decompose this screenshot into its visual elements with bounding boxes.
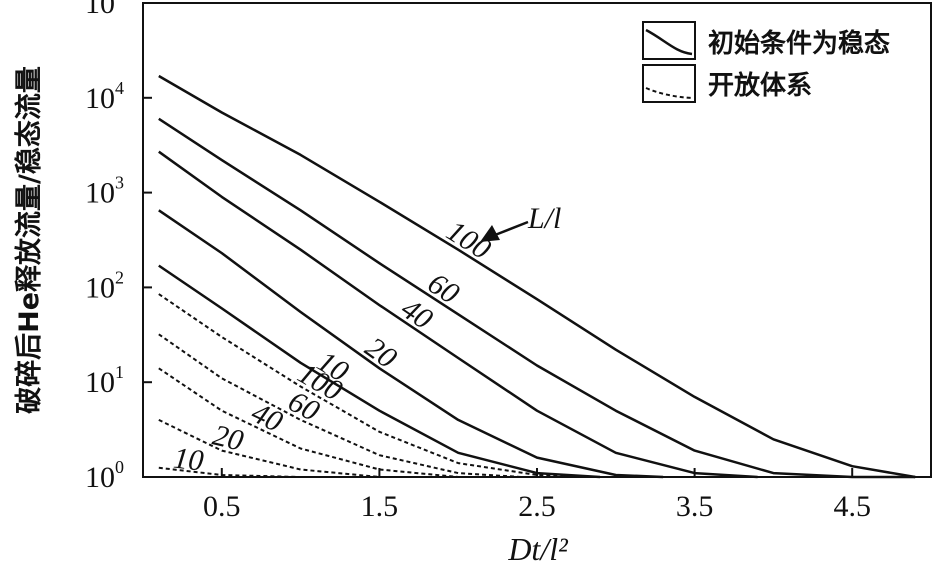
curves (158, 74, 916, 479)
steady-state-curve-100 (158, 74, 916, 479)
steady-state-curve-60 (158, 117, 916, 479)
legend-label-open: 开放体系 (708, 70, 812, 101)
steady-state-curve-20 (158, 209, 664, 479)
x-axis-ticks: 0.5 1.5 2.5 3.5 4.5 (203, 468, 871, 523)
open-system-curve-40 (158, 367, 459, 478)
annotation-arrowhead (480, 225, 500, 242)
y-tick-label: 105 (85, 0, 124, 20)
x-axis-title: Dt/l² (507, 531, 569, 567)
legend-swatch-open (642, 64, 696, 103)
y-axis-ticks: 100 101 102 103 104 105 (85, 0, 152, 494)
open-system-curve-20 (158, 419, 380, 478)
legend-line-steady (645, 28, 693, 56)
x-tick-label: 2.5 (518, 490, 556, 523)
x-tick-label: 3.5 (676, 490, 714, 523)
curve-label-20: 20 (210, 419, 247, 458)
steady-state-curve-40 (158, 150, 758, 479)
legend: 初始条件为稳态 开放体系 (642, 21, 890, 103)
y-axis-title: 破碎后He释放流量/稳态流量 (13, 66, 45, 414)
y-tick-label: 104 (85, 78, 124, 115)
y-tick-label: 101 (85, 362, 124, 399)
open-system-curve-100 (158, 293, 585, 478)
legend-line-open (645, 87, 693, 99)
curve-label-40: 40 (246, 396, 287, 439)
open-system-curve-60 (158, 333, 522, 478)
x-tick-label: 0.5 (203, 490, 241, 523)
open-system-curve-10 (158, 466, 301, 478)
y-tick-label: 102 (85, 267, 124, 304)
y-tick-label: 103 (85, 173, 124, 210)
y-tick-label: 100 (85, 457, 124, 494)
steady-state-curve-10 (158, 264, 601, 479)
x-tick-label: 1.5 (361, 490, 399, 523)
ratio-annotation: L/l (480, 202, 561, 242)
curve-label-20: 20 (359, 331, 403, 375)
annotation-label: L/l (527, 202, 561, 235)
x-tick-label: 4.5 (833, 490, 871, 523)
curve-label-10: 10 (172, 442, 206, 478)
annotation-arrow-shaft (494, 220, 529, 237)
legend-label-steady: 初始条件为稳态 (708, 28, 890, 59)
